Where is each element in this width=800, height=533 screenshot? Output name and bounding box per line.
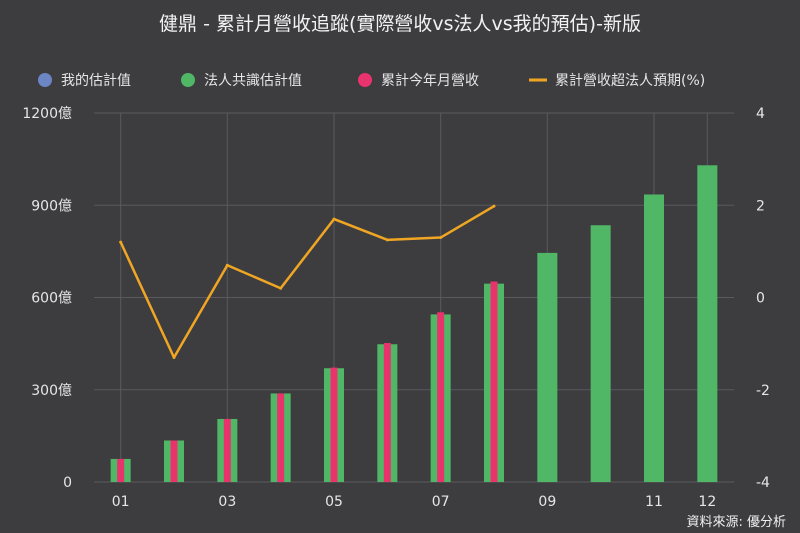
- x-tick-label-11: 11: [645, 494, 663, 510]
- left-tick-label-4: 1200億: [22, 106, 72, 122]
- bar-consensus-10: [590, 225, 611, 483]
- right-tick-label-1: -2: [756, 383, 770, 399]
- right-tick-label-4: 4: [756, 106, 765, 122]
- legend-label-0: 我的估計值: [61, 73, 131, 89]
- line-point-07: [439, 236, 443, 240]
- legend-marker-2: [358, 73, 372, 87]
- bar-actual-07: [437, 312, 445, 482]
- bars: [110, 165, 718, 483]
- x-tick-label-12: 12: [698, 494, 716, 510]
- bar-actual-03: [223, 418, 231, 482]
- legend-label-1: 法人共識估計值: [204, 73, 302, 89]
- x-tick-label-03: 03: [218, 494, 236, 510]
- x-tick-label-01: 01: [112, 494, 130, 510]
- x-tick-label-09: 09: [538, 494, 556, 510]
- left-tick-label-1: 300億: [31, 383, 72, 399]
- left-tick-label-2: 600億: [31, 291, 72, 307]
- legend: 我的估計值 法人共識估計值 累計今年月營收 累計營收超法人預期(%): [38, 73, 705, 89]
- left-tick-label-0: 0: [63, 475, 72, 491]
- right-axis: -4 -2 0 2 4: [756, 106, 770, 491]
- right-tick-label-2: 0: [756, 291, 765, 307]
- line-point-05: [332, 217, 336, 221]
- line-beat-expectation: [119, 205, 495, 359]
- line-point-04: [279, 286, 283, 290]
- bar-actual-01: [117, 458, 125, 482]
- x-tick-label-07: 07: [432, 494, 450, 510]
- legend-marker-0: [38, 73, 52, 87]
- legend-marker-1: [181, 73, 195, 87]
- line-point-02: [172, 355, 176, 359]
- chart-title: 健鼎 - 累計月營收追蹤(實際營收vs法人vs我的預估)-新版: [159, 13, 641, 35]
- bar-actual-04: [277, 393, 285, 482]
- right-tick-label-3: 2: [756, 198, 765, 214]
- line-point-08: [492, 204, 496, 208]
- right-tick-label-0: -4: [756, 475, 770, 491]
- bar-actual-05: [330, 367, 338, 482]
- line-series: [119, 204, 496, 359]
- x-tick-label-05: 05: [325, 494, 343, 510]
- bar-actual-08: [490, 281, 498, 482]
- line-point-06: [385, 238, 389, 242]
- line-point-01: [119, 240, 123, 244]
- grid-lines: [94, 112, 734, 483]
- line-point-03: [225, 263, 229, 267]
- legend-label-2: 累計今年月營收: [381, 73, 479, 89]
- bar-actual-06: [383, 343, 391, 482]
- legend-label-3: 累計營收超法人預期(%): [555, 73, 705, 89]
- source-note: 資料來源: 優分析: [686, 515, 786, 530]
- left-tick-label-3: 900億: [31, 198, 72, 214]
- bar-consensus-12: [697, 165, 718, 482]
- bar-actual-02: [170, 440, 178, 482]
- bar-consensus-09: [537, 252, 558, 482]
- left-axis: 0 300億 600億 900億 1200億: [22, 106, 72, 491]
- x-axis: 01 03 05 07 09 11 12: [112, 494, 716, 510]
- bar-consensus-11: [644, 194, 664, 483]
